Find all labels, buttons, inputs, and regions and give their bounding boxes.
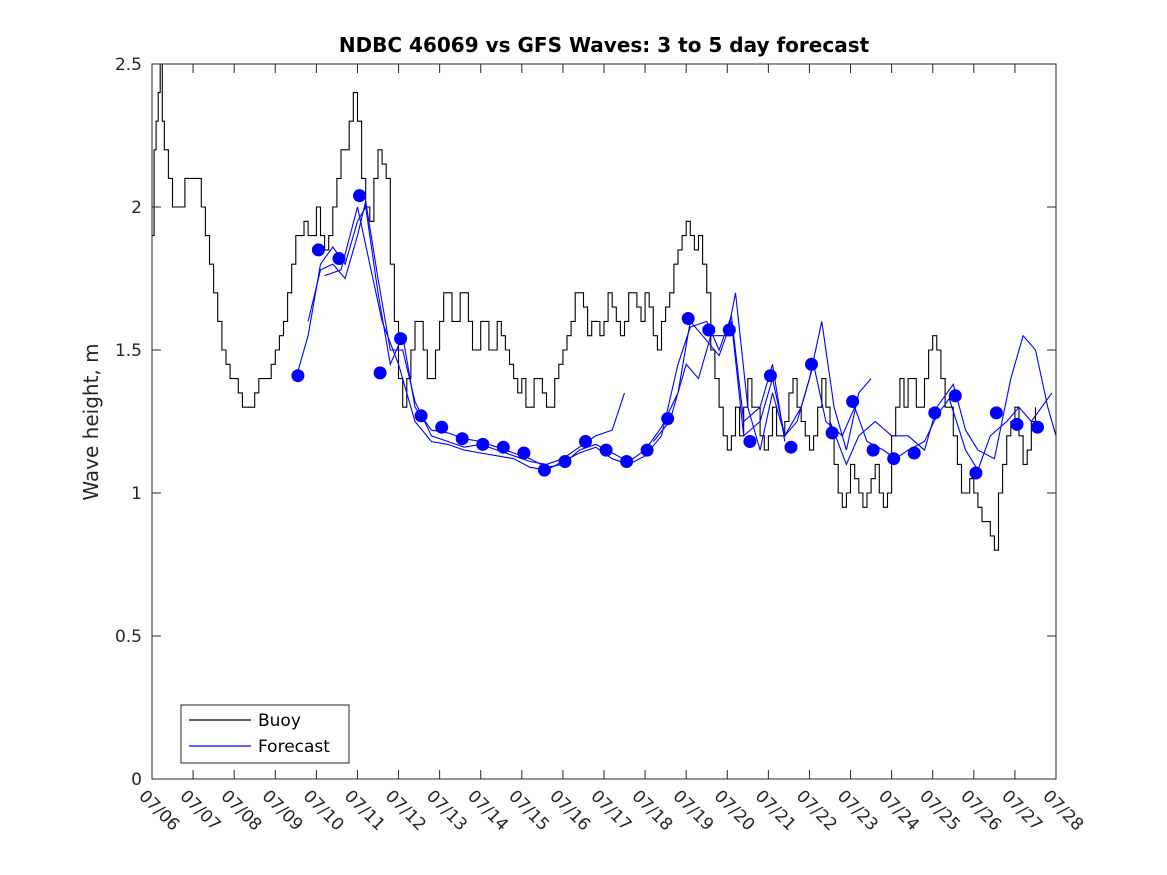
- forecast-point-29: [866, 443, 880, 457]
- y-tick-label: 0.5: [115, 627, 142, 647]
- legend: Buoy Forecast: [180, 704, 350, 764]
- buoy-series-line: [152, 64, 1037, 551]
- forecast-point-28: [846, 395, 860, 408]
- y-tick-label: 0: [131, 770, 142, 790]
- forecast-point-17: [620, 455, 634, 468]
- forecast-point-30: [887, 452, 901, 466]
- forecast-point-15: [579, 435, 592, 448]
- forecast-point-36: [1010, 417, 1024, 431]
- forecast-point-23: [743, 435, 757, 448]
- forecast-point-37: [1031, 420, 1044, 434]
- forecast-point-25: [784, 440, 798, 454]
- forecast-point-31: [907, 446, 921, 460]
- forecast-point-21: [702, 323, 716, 337]
- forecast-point-24: [763, 369, 777, 383]
- forecast-point-19: [661, 412, 675, 426]
- forecast-point-1: [291, 369, 305, 383]
- forecast-point-33: [948, 389, 962, 403]
- forecast-point-35: [989, 406, 1003, 420]
- forecast-point-6: [394, 332, 408, 346]
- forecast-point-32: [928, 406, 942, 420]
- forecast-point-14: [558, 455, 572, 468]
- y-tick-label: 2.5: [115, 55, 142, 75]
- forecast-line-5: [829, 334, 1056, 466]
- forecast-point-13: [537, 463, 551, 477]
- forecast-point-7: [414, 409, 428, 423]
- y-axis-label: Wave height, m: [79, 343, 103, 500]
- forecast-point-34: [969, 466, 983, 480]
- legend-buoy-label: Buoy: [258, 711, 301, 731]
- forecast-point-2: [311, 243, 325, 257]
- y-tick-label: 1: [131, 484, 142, 504]
- y-tick-label: 2: [131, 198, 142, 218]
- forecast-line-2: [307, 201, 626, 465]
- y-tick-label: 1.5: [115, 341, 142, 361]
- forecast-point-18: [640, 443, 654, 457]
- forecast-point-3: [332, 252, 346, 265]
- forecast-point-20: [681, 312, 695, 325]
- forecast-point-10: [476, 437, 490, 451]
- forecast-point-22: [722, 323, 736, 337]
- forecast-point-5: [373, 366, 387, 380]
- forecast-point-11: [496, 440, 510, 454]
- chart-title: NDBC 46069 vs GFS Waves: 3 to 5 day fore…: [339, 33, 870, 57]
- forecast-point-8: [435, 420, 449, 434]
- legend-box: [180, 704, 350, 764]
- forecast-point-12: [517, 446, 531, 460]
- forecast-point-26: [805, 357, 818, 371]
- forecast-line-4: [652, 292, 872, 451]
- forecast-point-9: [455, 432, 469, 446]
- legend-forecast-label: Forecast: [258, 737, 330, 757]
- forecast-point-27: [825, 426, 839, 440]
- forecast-point-4: [353, 189, 366, 203]
- plot-area: [152, 64, 1056, 551]
- forecast-point-16: [599, 443, 613, 457]
